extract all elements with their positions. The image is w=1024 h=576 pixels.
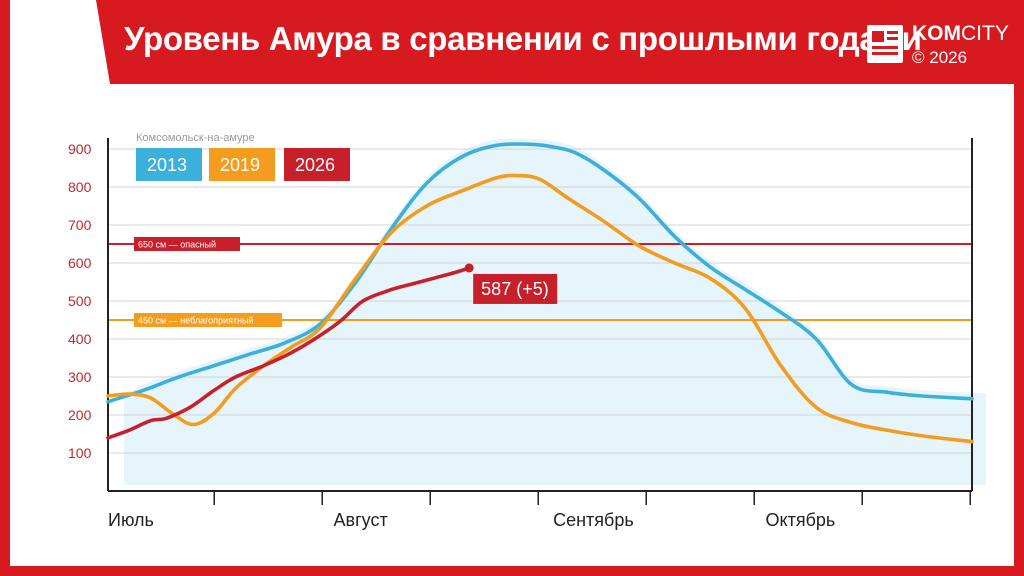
month-label-4: Октябрь bbox=[766, 510, 836, 530]
y-tick-label-900: 900 bbox=[68, 141, 92, 157]
series-line-2026 bbox=[106, 266, 471, 440]
threshold-label-bg-650 bbox=[134, 237, 240, 251]
legend-label-2013[interactable]: 2013 bbox=[147, 155, 187, 175]
callout-bg bbox=[473, 273, 558, 304]
y-tick-label-100: 100 bbox=[68, 445, 92, 461]
y-tick-label-400: 400 bbox=[68, 331, 92, 347]
y-tick-label-300: 300 bbox=[68, 369, 92, 385]
copyright-text: © 2026 bbox=[912, 48, 968, 67]
page-title: Уровень Амура в сравнении с прошлыми год… bbox=[124, 20, 922, 57]
banner-left-strip bbox=[0, 0, 10, 84]
y-tick-label-800: 800 bbox=[68, 179, 92, 195]
y-tick-label-200: 200 bbox=[68, 407, 92, 423]
brand-name-light: CITY bbox=[961, 22, 1009, 45]
legend-label-2026[interactable]: 2026 bbox=[295, 155, 335, 175]
series-line-2013 bbox=[106, 142, 974, 404]
current-value-callout: 587 (+5) bbox=[481, 279, 549, 299]
area-fill-2013 bbox=[124, 138, 986, 485]
threshold-label-450: 450 см — неблагоприятный bbox=[138, 316, 254, 326]
legend-swatch-2019[interactable] bbox=[209, 148, 275, 181]
month-label-2: Август bbox=[334, 510, 388, 530]
threshold-label-bg-450 bbox=[134, 313, 282, 327]
banner-white-corner bbox=[0, 0, 110, 84]
current-value-point bbox=[464, 263, 474, 273]
series-line-2019 bbox=[106, 173, 974, 444]
location-caption: Комсомольск-на-амуре bbox=[136, 132, 255, 144]
month-label-1: Июль bbox=[108, 510, 154, 530]
brand-logo: KOMCITY © 2026 bbox=[866, 22, 1016, 72]
threshold-label-650: 650 см — опасный bbox=[138, 240, 216, 250]
y-tick-label-600: 600 bbox=[68, 255, 92, 271]
newspaper-icon bbox=[867, 25, 903, 63]
legend-label-2019[interactable]: 2019 bbox=[220, 155, 260, 175]
legend-swatch-2026[interactable] bbox=[284, 148, 350, 181]
legend-swatch-2013[interactable] bbox=[136, 148, 202, 181]
header-banner bbox=[0, 0, 110, 84]
y-tick-label-700: 700 bbox=[68, 217, 92, 233]
brand-name: KOMCITY bbox=[912, 22, 1009, 46]
month-label-3: Сентябрь bbox=[553, 510, 634, 530]
y-tick-label-500: 500 bbox=[68, 293, 92, 309]
brand-name-bold: KOM bbox=[912, 22, 961, 45]
